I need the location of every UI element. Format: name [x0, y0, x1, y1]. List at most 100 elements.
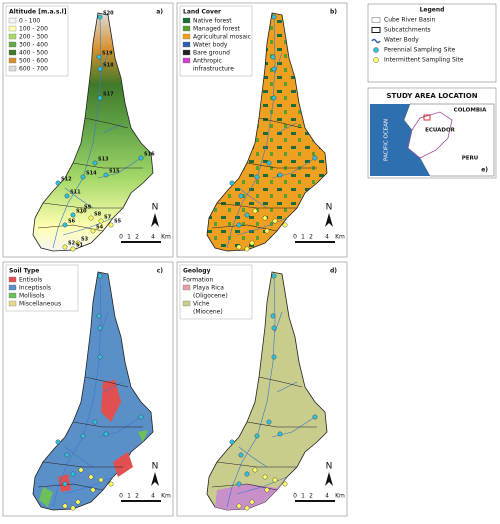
site: [70, 471, 76, 477]
site: [92, 419, 98, 425]
site: [262, 474, 268, 480]
north-label: N: [152, 203, 159, 213]
site-label: S18: [103, 63, 114, 69]
legend-label: Entisols: [19, 277, 42, 284]
legend-label: Intermittent Sampling Site: [384, 57, 464, 64]
site: [236, 222, 242, 228]
north-arrow: [151, 213, 159, 227]
legend-label: 400 - 500: [19, 50, 48, 57]
legend-label: 0 - 100: [19, 18, 40, 25]
panel-legend: Soil Type EntisolsInceptisolsMollisolsMis…: [5, 264, 79, 312]
site: [236, 244, 242, 250]
site: [229, 439, 235, 445]
country-label: PERU: [462, 156, 479, 162]
site: [80, 433, 86, 439]
north-arrow: [151, 472, 159, 486]
panel-letter: a): [156, 9, 163, 16]
legend-swatch: [182, 41, 191, 48]
site: [249, 240, 255, 246]
site: [70, 505, 76, 511]
site: [249, 499, 255, 505]
playa-rica: [215, 477, 287, 510]
site: [88, 215, 94, 221]
site: [90, 228, 96, 234]
site: [96, 313, 102, 319]
site-label: S6: [68, 219, 76, 225]
panel-letter: e): [481, 167, 488, 174]
legend-label: Water Body: [384, 37, 419, 44]
site-label: S4: [96, 225, 104, 231]
scale-label: 1: [127, 234, 131, 241]
country-label: COLOMBIA: [454, 108, 487, 114]
scale-label: 0: [293, 234, 297, 241]
legend-symbol: [373, 57, 379, 63]
site-label: S10: [76, 209, 87, 215]
scale-label: 2: [309, 234, 313, 241]
legend-swatch: [182, 57, 191, 64]
scale-label: 4: [151, 234, 155, 241]
legend-label: 600 - 700: [19, 66, 48, 73]
study-area-box: [423, 114, 431, 121]
legend-label: 500 - 600: [19, 58, 48, 65]
legend-swatch: [8, 57, 17, 64]
scale-label: Km: [335, 493, 345, 500]
site: [62, 481, 68, 487]
legend-symbol: [371, 17, 381, 23]
site: [270, 54, 276, 60]
legend-symbol: [371, 38, 381, 44]
site: [254, 174, 260, 180]
site: [277, 172, 283, 178]
site: [80, 174, 86, 180]
legend-swatch: [8, 292, 17, 299]
legend-label: Mollisols: [19, 293, 44, 300]
scale-bar: [295, 500, 335, 502]
site: [244, 212, 250, 218]
site: [271, 354, 277, 360]
north-label: N: [326, 203, 333, 213]
scale-label: 4: [325, 234, 329, 241]
site-label: S16: [144, 152, 155, 158]
site: [75, 240, 81, 246]
legend-label: Native forest: [193, 18, 232, 25]
legend-swatch: [182, 284, 191, 291]
scale-label: 0: [119, 234, 123, 241]
scale-label: Km: [335, 234, 345, 241]
north-label: N: [326, 462, 333, 472]
legend-symbol: [373, 47, 379, 53]
site: [236, 481, 242, 487]
site: [90, 487, 96, 493]
legend-label: 300 - 400: [19, 42, 48, 49]
site: [271, 66, 277, 72]
legend-subtitle: Formation: [183, 277, 213, 284]
site: [312, 155, 318, 161]
legend-swatch: [8, 276, 17, 283]
site: [264, 228, 270, 234]
site: [266, 160, 272, 166]
scale-label: 1: [127, 493, 131, 500]
scale-label: 2: [135, 493, 139, 500]
site-label: S13: [98, 157, 109, 163]
site: [108, 481, 114, 487]
site: [252, 467, 258, 473]
site: [244, 505, 250, 511]
scale-label: 1: [301, 493, 305, 500]
site: [138, 414, 144, 420]
scale-label: 4: [151, 493, 155, 500]
panel-letter: c): [157, 268, 164, 275]
legend-label: Inceptisols: [19, 285, 51, 292]
site: [92, 160, 98, 166]
legend-swatch: [182, 300, 191, 307]
legend-swatch: [8, 65, 17, 72]
site: [312, 414, 318, 420]
site: [270, 313, 276, 319]
panel-letter: b): [330, 9, 337, 16]
legend-label: Anthropic: [193, 58, 222, 65]
site: [103, 431, 109, 437]
legend-swatch: [8, 41, 17, 48]
site-label: S14: [86, 171, 97, 177]
site-label: S9: [84, 205, 92, 211]
